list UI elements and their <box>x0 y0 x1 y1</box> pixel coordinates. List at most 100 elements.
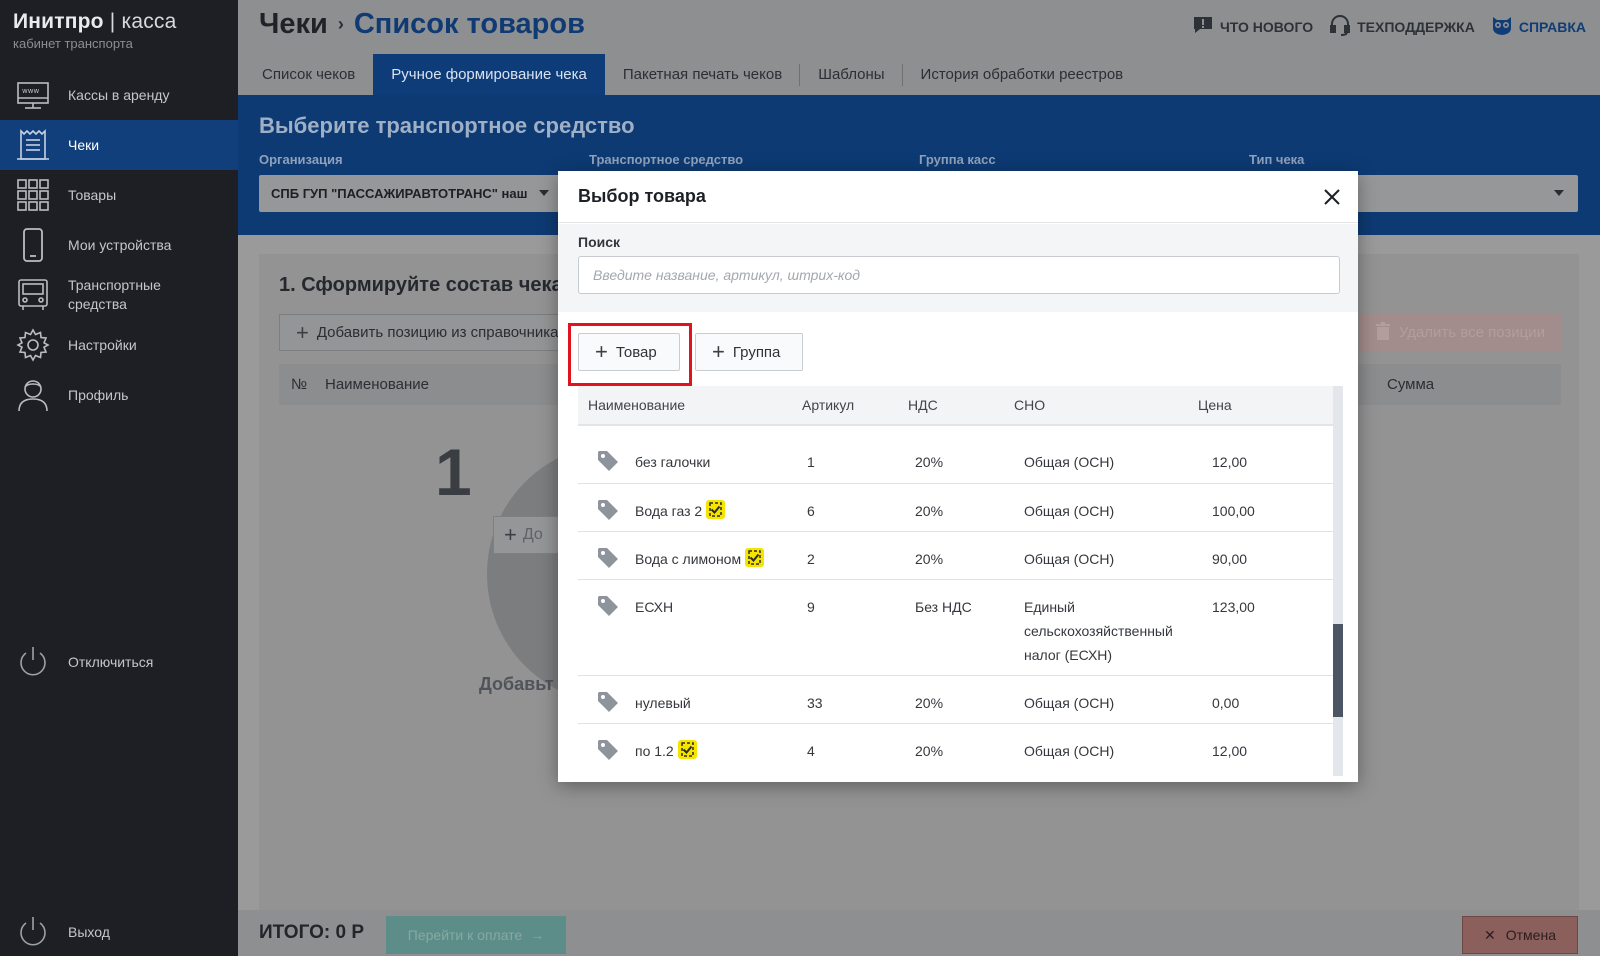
tab-manual-receipt[interactable]: Ручное формирование чека <box>373 54 605 95</box>
tag-icon <box>596 738 620 762</box>
vehicle-panel-title: Выберите транспортное средство <box>259 113 635 138</box>
brand-title-thin: касса <box>121 10 177 33</box>
cash-group-label: Группа касс <box>919 152 996 167</box>
sidebar-nav: www Кассы в аренду Чеки Товары Мои устро… <box>0 70 238 420</box>
table-row[interactable]: нулевый 33 20% Общая (ОСН) 0,00 <box>578 676 1333 724</box>
top-links: ЧТО НОВОГО ТЕХПОДДЕРЖКА СПРАВКА <box>1192 14 1586 39</box>
tab-batch-print[interactable]: Пакетная печать чеков <box>605 54 801 95</box>
sidebar-item-receipts[interactable]: Чеки <box>0 120 238 170</box>
tab-bar: Список чеков Ручное формирование чека Па… <box>238 54 1600 95</box>
brand-title-separator: | <box>109 10 116 33</box>
disconnect-button[interactable]: Отключиться <box>16 645 153 679</box>
close-icon[interactable] <box>1320 185 1344 209</box>
power-icon <box>16 915 50 949</box>
support-link[interactable]: ТЕХПОДДЕРЖКА <box>1329 14 1475 39</box>
grid-icon <box>16 178 50 212</box>
power-icon <box>16 645 50 679</box>
help-label: СПРАВКА <box>1518 18 1586 35</box>
product-name: ЕСХН <box>635 599 674 615</box>
column-name: Наименование <box>588 397 686 413</box>
cell-name: ЕСХН <box>635 595 673 619</box>
total-amount: ИТОГО: 0 Р <box>259 922 364 943</box>
table-scrollbar-track[interactable] <box>1333 386 1343 776</box>
cell-article: 6 <box>807 503 815 519</box>
tab-templates[interactable]: Шаблоны <box>800 54 903 95</box>
chevron-down-icon <box>539 190 549 196</box>
headset-icon <box>1329 14 1351 39</box>
cell-price: 90,00 <box>1212 551 1248 567</box>
cell-sno: Общая (ОСН) <box>1024 503 1115 519</box>
gear-icon <box>16 328 50 362</box>
delete-all-button[interactable]: Удалить все позиции <box>1358 314 1561 351</box>
help-link[interactable]: СПРАВКА <box>1491 14 1586 39</box>
cell-vat: 20% <box>915 454 944 470</box>
sidebar-item-products[interactable]: Товары <box>0 170 238 220</box>
search-input[interactable] <box>578 256 1340 294</box>
table-row[interactable]: Вода с лимоном 2 20% Общая (ОСН) 90,00 <box>578 532 1333 580</box>
whats-new-link[interactable]: ЧТО НОВОГО <box>1192 14 1313 39</box>
column-number: № <box>291 376 308 393</box>
marked-goods-badge-icon <box>706 500 726 519</box>
exit-button[interactable]: Выход <box>16 915 110 949</box>
add-group-button[interactable]: + Группа <box>695 333 803 371</box>
organization-select[interactable]: СПБ ГУП "ПАССАЖИРАВТОТРАНС" наш <box>259 175 563 212</box>
cell-price: 12,00 <box>1212 454 1248 470</box>
tab-receipts-list[interactable]: Список чеков <box>262 66 356 83</box>
cell-vat: 20% <box>915 743 944 759</box>
table-row[interactable]: ЕСХН 9 Без НДС Единый сельскохозяйственн… <box>578 580 1333 676</box>
brand-subtitle: кабинет транспорта <box>13 36 133 51</box>
breadcrumb-root[interactable]: Чеки <box>259 8 328 40</box>
sidebar-item-profile[interactable]: Профиль <box>0 370 238 420</box>
cell-sno: Общая (ОСН) <box>1024 695 1115 711</box>
column-sno: СНО <box>1014 397 1046 413</box>
table-row[interactable]: без галочки 1 20% Общая (ОСН) 12,00 <box>578 435 1333 484</box>
sidebar-item-label: Профиль <box>68 386 129 403</box>
breadcrumb: Чеки › Список товаров <box>259 8 585 41</box>
plus-icon: + <box>595 339 608 364</box>
organization-value: СПБ ГУП "ПАССАЖИРАВТОТРАНС" наш <box>271 186 528 201</box>
tab-registry-history[interactable]: История обработки реестров <box>920 66 1124 83</box>
cell-article: 9 <box>807 599 815 615</box>
empty-caption: Добавьт <box>479 674 554 694</box>
sidebar-item-vehicles[interactable]: Транспортные средства <box>0 270 238 320</box>
proceed-to-payment-button[interactable]: Перейти к оплате → <box>386 916 566 954</box>
add-group-label: Группа <box>732 343 781 361</box>
trash-icon <box>1375 321 1391 344</box>
table-row[interactable]: по 1.2 4 20% Общая (ОСН) 12,00 <box>578 724 1333 772</box>
add-from-reference-button[interactable]: + Добавить позицию из справочника <box>279 314 576 351</box>
table-scrollbar-thumb[interactable] <box>1333 624 1343 717</box>
search-section: Поиск <box>558 224 1358 312</box>
phone-icon <box>16 228 50 262</box>
delete-all-label: Удалить все позиции <box>1398 324 1545 341</box>
arrow-right-icon: → <box>530 927 545 943</box>
marked-goods-badge-icon <box>677 740 697 759</box>
table-row[interactable]: Вода газ 2 6 20% Общая (ОСН) 100,00 <box>578 484 1333 532</box>
products-table: Наименование Артикул НДС СНО Цена без га… <box>578 386 1333 776</box>
sidebar-item-settings[interactable]: Настройки <box>0 320 238 370</box>
product-name: Вода с лимоном <box>635 551 742 567</box>
brand-logo[interactable]: Инитпро | касса кабинет транспорта <box>13 10 176 51</box>
brand-title-bold: Инитпро <box>13 10 104 33</box>
cell-vat: Без НДС <box>915 599 972 615</box>
search-label: Поиск <box>578 234 621 250</box>
product-name: нулевый <box>635 695 691 711</box>
cell-name: Вода с лимоном <box>635 547 765 571</box>
marked-goods-badge-icon <box>745 548 765 567</box>
sidebar-item-devices[interactable]: Мои устройства <box>0 220 238 270</box>
modal-header: Выбор товара <box>558 171 1358 223</box>
plus-icon: + <box>296 319 309 345</box>
organization-label: Организация <box>259 152 343 167</box>
whats-new-label: ЧТО НОВОГО <box>1219 18 1314 35</box>
add-product-button[interactable]: + Товар <box>578 333 680 371</box>
cell-name: по 1.2 <box>635 739 697 763</box>
cancel-button[interactable]: ✕ Отмена <box>1462 916 1578 954</box>
disconnect-label: Отключиться <box>68 654 154 670</box>
cell-article: 2 <box>807 551 815 567</box>
sidebar-item-rent[interactable]: www Кассы в аренду <box>0 70 238 120</box>
sidebar-item-label: Мои устройства <box>68 236 172 253</box>
modal-title: Выбор товара <box>578 186 706 206</box>
pay-label: Перейти к оплате <box>407 927 523 943</box>
column-name: Наименование <box>325 376 429 393</box>
sidebar-item-label: Чеки <box>68 136 100 153</box>
topbar: Чеки › Список товаров ЧТО НОВОГО ТЕХПОДД… <box>238 0 1600 54</box>
